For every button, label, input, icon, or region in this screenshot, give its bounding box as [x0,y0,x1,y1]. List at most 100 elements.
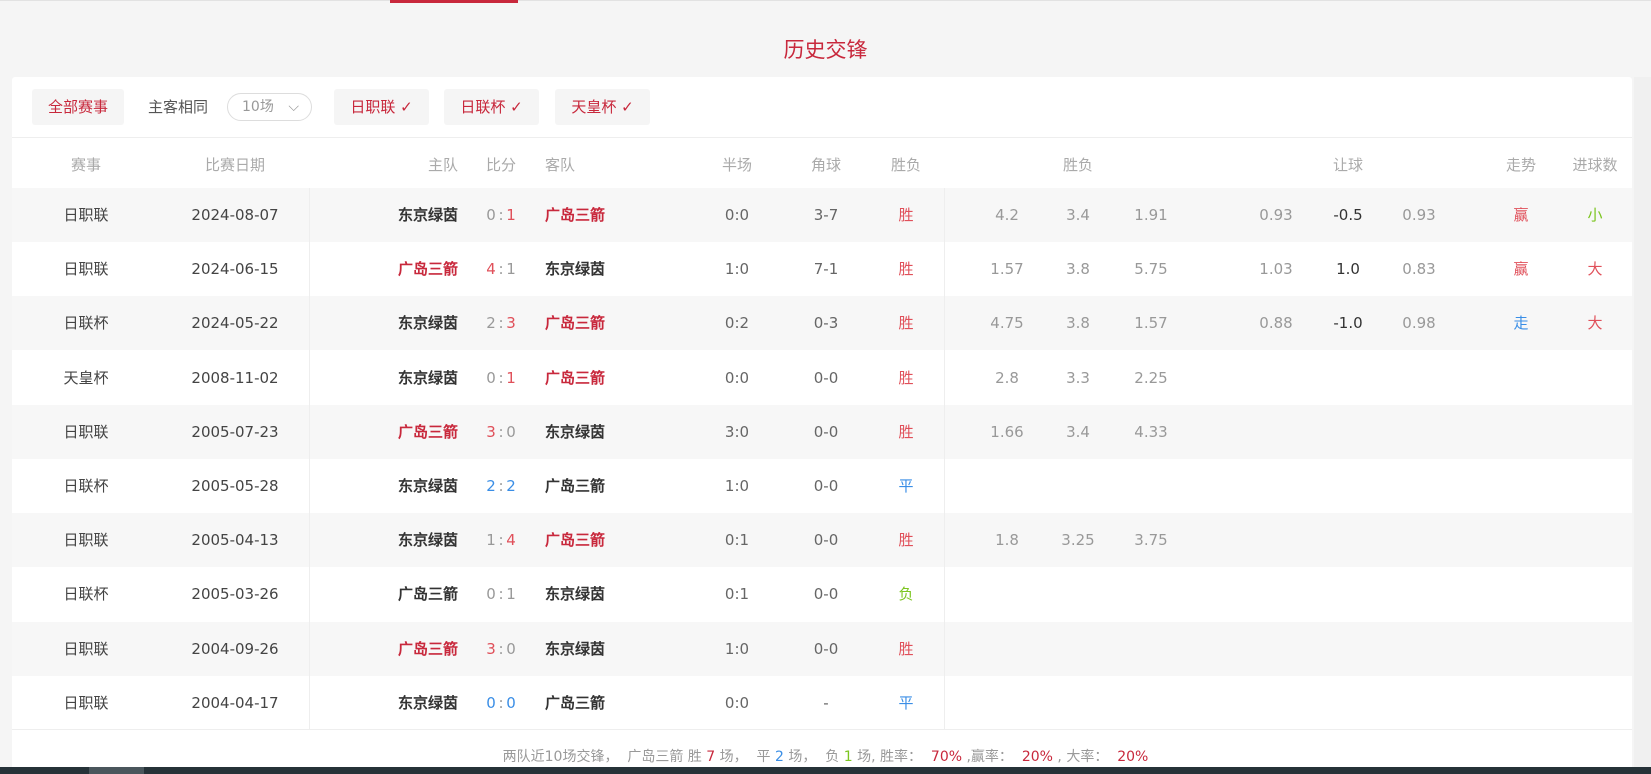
chip-label: 日联杯 [460,98,506,116]
home-team-cell[interactable]: 东京绿茵 [397,314,458,333]
table-row: 日职联 2004-04-17 东京绿茵 0:0 广岛三箭 0:0 - 平 [12,676,1632,730]
scrollbar[interactable] [1634,77,1651,767]
score-separator: : [498,368,504,387]
away-score: 1 [506,368,516,387]
home-team-cell[interactable]: 东京绿茵 [397,531,458,550]
header-score: 比分 [485,156,517,174]
odds-draw: 3.25 [1061,531,1095,550]
odds-loss: 1.91 [1134,206,1168,224]
home-team-cell[interactable]: 东京绿茵 [397,368,458,387]
table-row: 日职联 2005-07-23 广岛三箭 3:0 东京绿茵 3:0 0-0 胜 1.66 3.4 4.… [12,404,1632,459]
corner-cell: 0-0 [813,477,839,495]
all-competitions-button[interactable]: 全部赛事 [32,89,124,125]
home-team-cell[interactable]: 东京绿茵 [397,206,458,224]
match-count-select[interactable]: 10场 ⌵ [227,93,312,121]
summary-part: ,赢率： [962,749,1022,765]
half-time-cell: 3:0 [724,422,750,441]
handicap-home: 1.03 [1259,260,1293,279]
filter-chip-jleague[interactable]: 日职联 ✓ [334,89,429,125]
result-cell: 胜 [898,206,914,224]
corner-cell: - [823,693,829,712]
away-team-cell[interactable]: 东京绿茵 [545,422,606,441]
home-team-cell[interactable]: 广岛三箭 [397,639,458,658]
result-cell: 胜 [898,639,914,658]
half-time-cell: 1:0 [724,639,750,658]
league-cell: 日职联 [63,260,109,279]
check-icon: ✓ [510,98,523,116]
table-row: 日职联 2005-04-13 东京绿茵 1:4 广岛三箭 0:1 0-0 胜 1.8 3.25 3.… [12,513,1632,568]
score-separator: : [498,585,504,604]
away-team-cell[interactable]: 东京绿茵 [545,585,606,604]
away-score: 0 [506,639,516,658]
result-cell: 胜 [898,422,914,441]
result-cell: 胜 [898,531,914,550]
score-separator: : [498,206,504,224]
half-time-cell: 0:2 [724,314,750,333]
summary-part: 场， 平 [715,749,775,765]
corner-cell: 7-1 [813,260,839,279]
odds-draw: 3.8 [1066,260,1090,279]
away-team-cell[interactable]: 广岛三箭 [545,477,606,495]
summary-part: , 大率： [1052,749,1118,765]
away-team-cell[interactable]: 东京绿茵 [545,639,606,658]
half-time-cell: 0:0 [724,368,750,387]
handicap-home: 0.88 [1259,314,1293,333]
away-team-cell[interactable]: 广岛三箭 [545,314,606,333]
half-time-cell: 1:0 [724,260,750,279]
header-goals: 进球数 [1572,156,1618,174]
same-home-away-label[interactable]: 主客相同 [148,98,209,116]
trend-cell: 走 [1513,314,1529,333]
home-score: 0 [486,206,496,224]
score-separator: : [498,260,504,279]
away-score: 1 [506,206,516,224]
handicap-line: 1.0 [1336,260,1360,279]
filter-chip-emperors-cup[interactable]: 天皇杯 ✓ [555,89,650,125]
away-team-cell[interactable]: 东京绿茵 [545,260,606,279]
result-cell: 胜 [898,314,914,333]
handicap-line: -1.0 [1333,314,1363,333]
home-team-cell[interactable]: 广岛三箭 [397,422,458,441]
check-icon: ✓ [621,98,634,116]
away-score: 0 [506,693,516,712]
header-handicap: 让球 [1332,156,1364,174]
handicap-away: 0.98 [1402,314,1436,333]
header-league: 赛事 [70,156,102,174]
table-row: 日职联 2024-08-07 东京绿茵 0:1 广岛三箭 0:0 3-7 胜 4.2 3.4 1.9… [12,188,1632,242]
home-team-cell[interactable]: 广岛三箭 [397,585,458,604]
away-score: 1 [506,260,516,279]
header-half: 半场 [721,156,753,174]
odds-loss: 3.75 [1134,531,1168,550]
odds-loss: 1.57 [1134,314,1168,333]
league-cell: 日职联 [63,531,109,550]
home-score: 0 [486,368,496,387]
result-cell: 平 [898,693,914,712]
date-cell: 2024-08-07 [191,206,279,224]
score-separator: : [498,531,504,550]
away-team-cell[interactable]: 广岛三箭 [545,368,606,387]
summary-part: 场， 负 [783,749,844,765]
league-cell: 日职联 [63,639,109,658]
home-team-cell[interactable]: 广岛三箭 [397,260,458,279]
filter-chip-league-cup[interactable]: 日联杯 ✓ [444,89,539,125]
date-cell: 2024-05-22 [191,314,279,333]
away-team-cell[interactable]: 广岛三箭 [545,693,606,712]
corner-cell: 0-0 [813,585,839,604]
date-cell: 2005-05-28 [191,477,279,495]
score-separator: : [498,477,504,495]
odds-draw: 3.4 [1066,206,1090,224]
summary-part: 场, 胜率： [852,749,931,765]
away-team-cell[interactable]: 广岛三箭 [545,206,606,224]
league-cell: 日职联 [63,693,109,712]
odds-draw: 3.8 [1066,314,1090,333]
chip-label: 天皇杯 [571,98,617,116]
home-team-cell[interactable]: 东京绿茵 [397,693,458,712]
home-team-cell[interactable]: 东京绿茵 [397,477,458,495]
league-cell: 日联杯 [63,477,109,495]
league-cell: 天皇杯 [63,368,109,387]
taskbar-item[interactable] [89,767,144,774]
column-separator [309,188,310,729]
half-time-cell: 0:0 [724,693,750,712]
corner-cell: 0-0 [813,422,839,441]
header-home: 主队 [427,156,458,174]
away-team-cell[interactable]: 广岛三箭 [545,531,606,550]
